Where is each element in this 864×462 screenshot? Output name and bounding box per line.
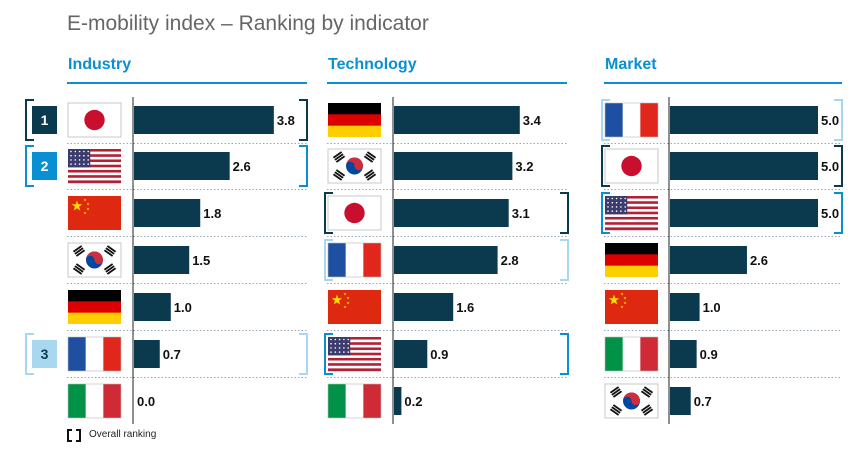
usa-flag-icon xyxy=(605,196,658,231)
japan-flag-icon xyxy=(604,148,659,184)
rank-bracket-left xyxy=(25,145,34,187)
data-label: 5.0 xyxy=(821,206,839,221)
rank-bracket-left xyxy=(25,333,34,375)
panel-underline-technology xyxy=(327,82,567,84)
bar xyxy=(394,387,402,415)
bar xyxy=(134,340,160,368)
data-label: 0.9 xyxy=(700,347,718,362)
usa-flag-icon xyxy=(328,337,381,372)
page-title: E-mobility index – Ranking by indicator xyxy=(67,12,429,35)
legend: Overall ranking xyxy=(67,429,157,442)
rank-bracket-right xyxy=(560,192,569,234)
bar xyxy=(134,152,230,180)
rank-bracket-left xyxy=(601,145,610,187)
data-label: 1.0 xyxy=(174,300,192,315)
south-korea-flag-icon xyxy=(67,242,122,278)
bar xyxy=(394,246,498,274)
bar xyxy=(670,246,747,274)
rank-badge-label: 2 xyxy=(41,158,49,174)
data-label: 3.1 xyxy=(512,206,530,221)
japan-flag-icon xyxy=(327,195,382,231)
rank-badge-label: 1 xyxy=(41,112,49,128)
rank-badge-2 xyxy=(32,152,57,180)
china-flag-icon xyxy=(605,290,658,324)
france-flag-icon xyxy=(604,102,659,138)
rank-bracket-right xyxy=(834,99,843,141)
bar xyxy=(670,106,818,134)
bar xyxy=(670,293,700,321)
data-label: 3.4 xyxy=(523,113,542,128)
rank-bracket-left xyxy=(324,239,333,281)
data-label: 1.5 xyxy=(192,253,210,268)
panel-underline-industry xyxy=(67,82,307,84)
rank-bracket-right xyxy=(299,145,308,187)
bracket-icon xyxy=(67,429,81,442)
rank-bracket-right xyxy=(560,333,569,375)
data-label: 0.9 xyxy=(430,347,448,362)
legend-label: Overall ranking xyxy=(89,429,157,440)
rank-bracket-right xyxy=(834,192,843,234)
rank-badge-label: 3 xyxy=(41,346,49,362)
bar xyxy=(134,293,171,321)
rank-bracket-left xyxy=(25,99,34,141)
bar xyxy=(394,106,520,134)
rank-bracket-left xyxy=(324,192,333,234)
south-korea-flag-icon xyxy=(604,383,659,419)
bar xyxy=(134,106,274,134)
data-label: 5.0 xyxy=(821,113,839,128)
japan-flag-icon xyxy=(67,102,122,138)
rank-bracket-left xyxy=(601,192,610,234)
bar xyxy=(670,199,818,227)
china-flag-icon xyxy=(328,290,381,324)
italy-flag-icon xyxy=(327,383,382,419)
rank-badge-3 xyxy=(32,340,57,368)
panel-title-industry: Industry xyxy=(68,56,132,73)
panel-title-technology: Technology xyxy=(328,56,417,73)
italy-flag-icon xyxy=(67,383,122,419)
bar xyxy=(394,293,454,321)
data-label: 0.7 xyxy=(163,347,181,362)
data-label: 3.8 xyxy=(277,113,295,128)
italy-flag-icon xyxy=(604,336,659,372)
bar xyxy=(394,152,513,180)
data-label: 1.8 xyxy=(203,206,221,221)
bar xyxy=(394,199,509,227)
bar xyxy=(670,152,818,180)
bar xyxy=(670,387,691,415)
rank-bracket-right xyxy=(560,239,569,281)
usa-flag-icon xyxy=(68,149,121,184)
rank-bracket-right xyxy=(299,99,308,141)
germany-flag-icon xyxy=(605,243,658,277)
france-flag-icon xyxy=(327,242,382,278)
rank-bracket-right xyxy=(834,145,843,187)
china-flag-icon xyxy=(68,196,121,230)
data-label: 0.7 xyxy=(694,394,712,409)
rank-bracket-left xyxy=(601,99,610,141)
data-label: 1.6 xyxy=(456,300,474,315)
data-label: 2.6 xyxy=(750,253,768,268)
bar xyxy=(134,246,190,274)
data-label: 1.0 xyxy=(703,300,721,315)
data-label: 2.8 xyxy=(501,253,519,268)
rank-badge-1 xyxy=(32,106,57,134)
panel-underline-market xyxy=(604,82,842,84)
bar xyxy=(394,340,428,368)
data-label: 2.6 xyxy=(233,159,251,174)
bar xyxy=(134,199,201,227)
data-label: 0.2 xyxy=(404,394,422,409)
panel-title-market: Market xyxy=(605,56,657,73)
data-label: 5.0 xyxy=(821,159,839,174)
rank-bracket-right xyxy=(299,333,308,375)
germany-flag-icon xyxy=(328,103,381,137)
bar xyxy=(670,340,697,368)
data-label: 3.2 xyxy=(515,159,533,174)
data-label: 0.0 xyxy=(137,394,155,409)
south-korea-flag-icon xyxy=(327,148,382,184)
rank-bracket-left xyxy=(324,333,333,375)
germany-flag-icon xyxy=(68,290,121,324)
france-flag-icon xyxy=(67,336,122,372)
